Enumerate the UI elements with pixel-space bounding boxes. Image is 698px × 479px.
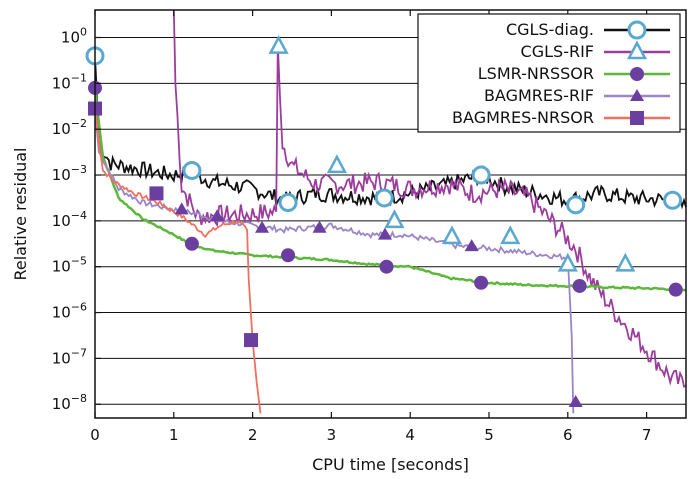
series-marker-4	[255, 220, 270, 233]
series-marker-2	[384, 209, 405, 229]
series-marker-2	[557, 252, 578, 272]
series-line-2	[172, 9, 687, 388]
series-marker-4	[464, 239, 479, 252]
series-marker-1	[182, 160, 202, 180]
legend: CGLS-diag. CGLS-RIF LSMR-NRSSOR BAGMRES-RIF…	[417, 13, 681, 133]
x-tick-label: 2	[248, 426, 258, 444]
series-marker-3	[281, 248, 296, 263]
y-tick-label: 10−2	[52, 117, 87, 138]
plot-frame	[94, 9, 687, 419]
legend-marker-2	[626, 40, 648, 60]
series-marker-4	[568, 394, 583, 407]
y-tick-label: 10−3	[52, 163, 87, 184]
x-tick-label: 1	[169, 426, 179, 444]
x-tick-label: 0	[90, 426, 100, 444]
legend-label-2: CGLS-RIF	[521, 42, 594, 61]
series-marker-4	[377, 227, 392, 240]
series-marker-3	[668, 282, 683, 297]
series-marker-2	[615, 252, 636, 272]
y-tick-label: 10−8	[52, 392, 87, 413]
y-tick-label: 10−6	[52, 301, 87, 322]
series-line-5	[94, 108, 262, 414]
series-marker-3	[572, 278, 587, 293]
x-tick-label: 6	[563, 426, 573, 444]
x-tick-label: 7	[642, 426, 652, 444]
series-marker-1	[566, 195, 586, 215]
y-tick-label: 10−7	[52, 346, 87, 367]
legend-marker-1	[627, 20, 647, 40]
series-marker-3	[474, 275, 489, 290]
legend-label-5: BAGMRES-NRSOR	[452, 108, 594, 127]
series-marker-4	[174, 202, 189, 215]
series-marker-1	[278, 193, 298, 213]
y-tick-label: 100	[61, 26, 87, 47]
series-marker-4	[210, 209, 225, 222]
y-tick-label: 10−5	[52, 255, 87, 276]
series-marker-5	[244, 333, 259, 348]
series-marker-5	[149, 186, 164, 201]
series-line-4	[94, 110, 575, 414]
legend-label-1: CGLS-diag.	[506, 20, 594, 39]
y-tick-label: 10−4	[52, 209, 87, 230]
legend-marker-3	[630, 67, 644, 81]
y-tick-label: 10−1	[52, 71, 87, 92]
series-marker-3	[379, 259, 394, 274]
legend-label-3: LSMR-NRSSOR	[478, 64, 594, 83]
series-marker-1	[374, 188, 394, 208]
series-marker-2	[268, 35, 289, 54]
series-markers	[85, 35, 683, 407]
series-marker-2	[326, 154, 347, 174]
legend-marker-5	[630, 111, 644, 125]
x-tick-label: 3	[327, 426, 337, 444]
x-axis-label: CPU time [seconds]	[312, 455, 469, 474]
axis-ticks: 100 10−1 10−2 10−3 10−4 10−5 10−6 10−7 10−80 1 2 3 4…	[52, 10, 652, 444]
series-marker-3	[184, 236, 199, 251]
x-tick-label: 4	[405, 426, 415, 444]
x-tick-label: 5	[484, 426, 494, 444]
series-marker-1	[663, 190, 683, 210]
series-marker-2	[500, 225, 521, 245]
series-marker-4	[312, 220, 327, 233]
legend-label-4: BAGMRES-RIF	[484, 86, 594, 105]
y-axis-label: Relative residual	[11, 147, 30, 280]
series-marker-2	[441, 225, 463, 245]
legend-marker-4	[630, 89, 644, 101]
series-marker-1	[471, 165, 491, 185]
